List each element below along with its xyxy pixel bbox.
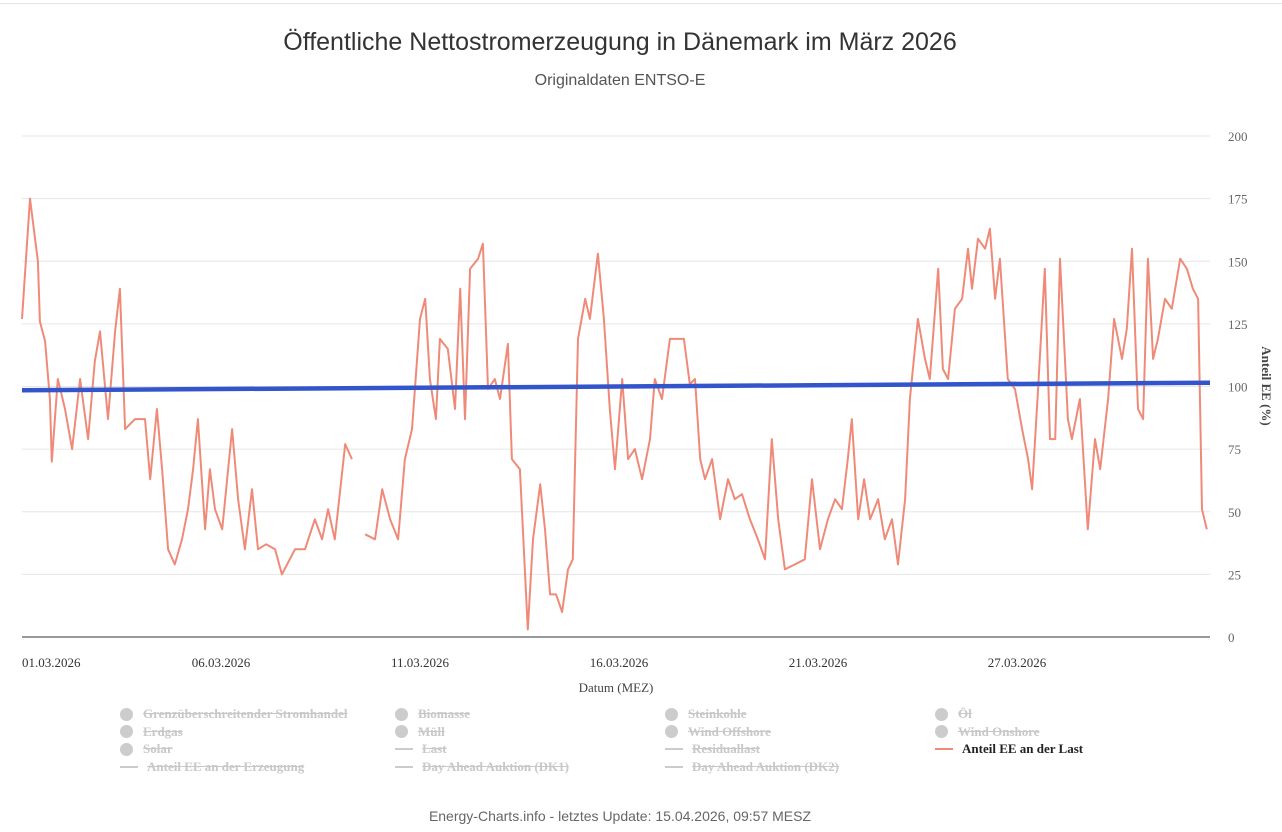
x-tick-label: 01.03.2026	[22, 655, 81, 670]
legend-circle-icon	[935, 725, 948, 738]
legend-label: Steinkohle	[688, 706, 747, 721]
legend-label: Solar	[143, 741, 173, 756]
y-tick-label: 75	[1228, 442, 1241, 457]
legend-label: Anteil EE an der Last	[962, 741, 1084, 756]
legend-label: Grenzüberschreitender Stromhandel	[143, 706, 348, 721]
legend-item[interactable]: Grenzüberschreitender Stromhandel	[120, 706, 348, 722]
footer-update-info: Energy-Charts.info - letztes Update: 15.…	[428, 808, 812, 824]
legend-label: Last	[422, 741, 447, 756]
legend-line-icon	[395, 748, 413, 750]
legend-line-icon	[120, 765, 138, 768]
y-tick-label: 0	[1228, 630, 1235, 645]
y-axis-title: Anteil EE (%)	[1259, 346, 1274, 425]
trend-line	[21, 380, 1211, 393]
legend-item[interactable]: Last	[395, 741, 447, 757]
legend-circle-icon	[395, 707, 408, 721]
y-tick-label: 150	[1228, 254, 1248, 269]
legend-item[interactable]: Day Ahead Auktion (DK2)	[665, 759, 839, 775]
legend-circle-icon	[120, 707, 133, 721]
x-tick-label: 21.03.2026	[789, 655, 848, 670]
legend-circle-icon	[120, 725, 133, 738]
x-tick-label: 11.03.2026	[391, 655, 450, 670]
legend-item[interactable]: Day Ahead Auktion (DK1)	[395, 759, 569, 775]
legend-circle-icon	[665, 725, 678, 738]
legend-label: Biomasse	[418, 706, 470, 721]
legend-circle-icon	[665, 707, 678, 721]
top-divider	[0, 3, 1282, 4]
chart-subtitle: Originaldaten ENTSO-E	[534, 72, 706, 89]
legend-item[interactable]: Öl	[935, 706, 972, 722]
legend-line-icon	[935, 748, 953, 750]
x-tick-label: 16.03.2026	[590, 655, 649, 670]
legend-item[interactable]: Steinkohle	[665, 706, 747, 722]
legend-item[interactable]: Solar	[120, 741, 173, 757]
y-tick-label: 100	[1228, 380, 1248, 395]
legend-item[interactable]: Residuallast	[665, 741, 760, 757]
chart-title: Öffentliche Nettostromerzeugung in Dänem…	[283, 28, 957, 56]
legend-label: Müll	[418, 723, 445, 739]
line-chart: 0 25 50 75 100 125 150 175 200 01.03.2026 06.03.20…	[21, 129, 1274, 695]
legend-item[interactable]: Erdgas	[120, 724, 183, 740]
legend-label: Anteil EE an der Erzeugung	[147, 758, 305, 774]
legend-label: Erdgas	[143, 723, 183, 739]
legend-item[interactable]: Anteil EE an der Erzeugung	[120, 759, 304, 775]
legend-item[interactable]: Wind Offshore	[665, 724, 771, 740]
legend-label: Öl	[958, 706, 972, 721]
legend-line-icon	[665, 765, 683, 768]
x-tick-label: 27.03.2026	[988, 655, 1047, 670]
legend-item[interactable]: Anteil EE an der Last	[935, 741, 1083, 757]
legend-label: Day Ahead Auktion (DK1)	[422, 758, 569, 774]
y-tick-label: 25	[1228, 567, 1241, 582]
y-tick-label: 175	[1228, 192, 1248, 207]
legend-line-icon	[395, 765, 413, 768]
x-tick-label: 06.03.2026	[192, 655, 251, 670]
y-tick-label: 125	[1228, 317, 1248, 332]
x-axis-title: Datum (MEZ)	[579, 680, 654, 695]
legend-item[interactable]: Wind Onshore	[935, 724, 1040, 740]
legend-label: Residuallast	[692, 741, 760, 756]
legend-label: Day Ahead Auktion (DK2)	[692, 758, 839, 774]
legend-item[interactable]: Müll	[395, 724, 445, 740]
series-line-anteil-ee-an-der-last	[21, 197, 1208, 631]
legend-circle-icon	[120, 742, 133, 756]
y-tick-label: 200	[1228, 129, 1248, 144]
legend-item[interactable]: Biomasse	[395, 706, 470, 722]
legend-circle-icon	[395, 725, 408, 738]
legend-label: Wind Offshore	[688, 723, 771, 739]
y-tick-label: 50	[1228, 505, 1241, 520]
legend-label: Wind Onshore	[958, 723, 1040, 739]
legend-line-icon	[665, 748, 683, 750]
legend-circle-icon	[935, 707, 948, 721]
